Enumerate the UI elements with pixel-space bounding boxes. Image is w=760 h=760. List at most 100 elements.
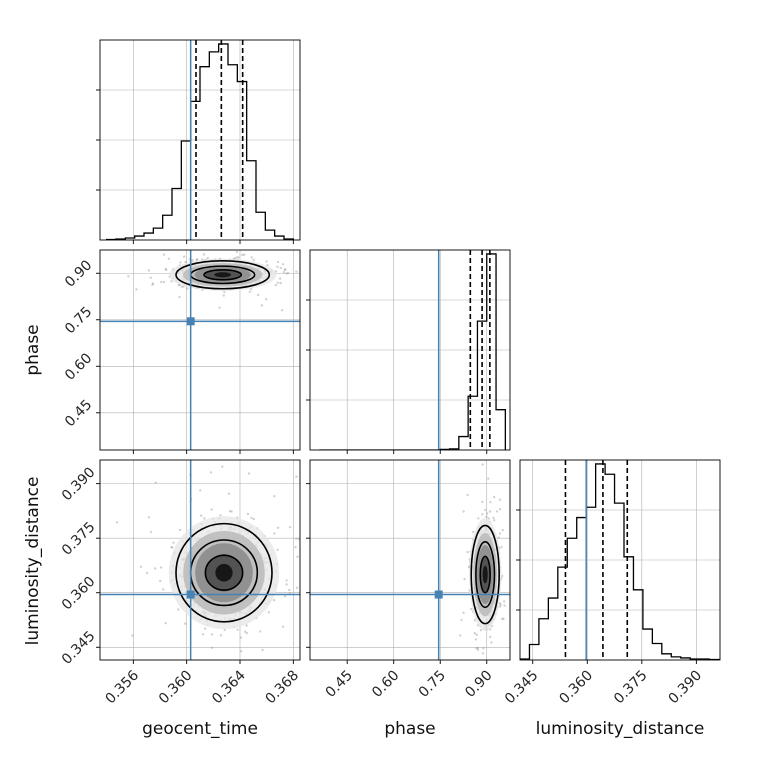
scatter-geocent_time-luminosity_distance-sample-point bbox=[306, 513, 308, 515]
scatter-phase-luminosity_distance-sample-point bbox=[498, 602, 502, 605]
scatter-geocent_time-phase-sample-point bbox=[162, 253, 166, 256]
hist-luminosity_distance-xtick-label: 0.390 bbox=[666, 668, 706, 708]
scatter-geocent_time-luminosity_distance-sample-point bbox=[172, 541, 175, 544]
scatter-phase-luminosity_distance-sample-point bbox=[462, 611, 465, 614]
scatter-geocent_time-phase-sample-point bbox=[285, 272, 288, 275]
scatter-geocent_time-phase-sample-point bbox=[283, 268, 287, 271]
scatter-geocent_time-luminosity_distance-sample-point bbox=[288, 526, 292, 529]
scatter-phase-luminosity_distance-sample-point bbox=[481, 513, 484, 516]
scatter-phase-luminosity_distance-sample-point bbox=[507, 679, 509, 681]
scatter-phase-luminosity_distance-contour-0 bbox=[470, 524, 500, 625]
scatter-phase-luminosity_distance-sample-point bbox=[511, 554, 513, 556]
scatter-geocent_time-luminosity_distance-sample-point bbox=[245, 631, 249, 635]
scatter-geocent_time-luminosity_distance-sample-point bbox=[177, 608, 180, 611]
scatter-phase-luminosity_distance-sample-point bbox=[481, 500, 484, 504]
scatter-geocent_time-phase-sample-point bbox=[235, 250, 239, 254]
scatter-geocent_time-phase-contour-2 bbox=[203, 269, 243, 281]
scatter-geocent_time-phase-sample-point bbox=[241, 253, 244, 257]
scatter-geocent_time-luminosity_distance-sample-point bbox=[159, 579, 162, 583]
scatter-geocent_time-phase-sample-point bbox=[280, 309, 284, 312]
scatter-geocent_time-luminosity_distance-sample-point bbox=[147, 516, 151, 519]
scatter-phase-luminosity_distance-sample-point bbox=[495, 510, 499, 513]
hist-geocent_time-content bbox=[106, 40, 294, 240]
scatter-geocent_time-phase-sample-point bbox=[182, 255, 186, 258]
scatter-geocent_time-luminosity_distance-sample-point bbox=[200, 514, 203, 517]
scatter-geocent_time-phase-sample-point bbox=[282, 271, 286, 274]
scatter-phase-luminosity_distance-sample-point bbox=[497, 536, 500, 539]
scatter-geocent_time-luminosity_distance-sample-point bbox=[223, 628, 226, 632]
scatter-phase-luminosity_distance-sample-point bbox=[498, 605, 502, 608]
hist-phase bbox=[306, 249, 511, 454]
scatter-phase-luminosity_distance: 0.45 0.60 0.75 0.90 bbox=[306, 459, 513, 701]
scatter-geocent_time-phase-sample-point bbox=[162, 280, 166, 284]
scatter-phase-luminosity_distance-sample-point bbox=[489, 635, 492, 639]
scatter-phase-luminosity_distance-sample-point bbox=[486, 512, 489, 515]
scatter-geocent_time-luminosity_distance-sample-point bbox=[285, 583, 288, 586]
scatter-geocent_time-phase-ytick-label: 0.75 bbox=[62, 304, 95, 337]
scatter-phase-luminosity_distance-content bbox=[310, 460, 513, 681]
scatter-geocent_time-phase-sample-point bbox=[281, 263, 285, 266]
scatter-phase-luminosity_distance-sample-point bbox=[489, 501, 492, 504]
scatter-geocent_time-luminosity_distance-xtick-label: 0.368 bbox=[262, 668, 302, 708]
scatter-geocent_time-luminosity_distance-sample-point bbox=[220, 710, 222, 712]
x-title-0: geocent_time bbox=[142, 719, 258, 739]
scatter-geocent_time-luminosity_distance-sample-point bbox=[245, 624, 248, 627]
scatter-geocent_time-luminosity_distance-sample-point bbox=[281, 625, 285, 628]
hist-geocent_time-frame bbox=[99, 39, 301, 241]
scatter-phase-luminosity_distance-sample-point bbox=[463, 578, 466, 581]
scatter-geocent_time-phase-sample-point bbox=[135, 288, 138, 291]
scatter-geocent_time-phase-sample-point bbox=[160, 280, 163, 284]
scatter-geocent_time-luminosity_distance-sample-point bbox=[236, 628, 239, 631]
scatter-phase-luminosity_distance-sample-point bbox=[500, 674, 502, 676]
scatter-geocent_time-luminosity_distance-density-4 bbox=[215, 563, 233, 582]
scatter-geocent_time-phase-sample-point bbox=[260, 304, 264, 307]
hist-luminosity_distance-xtick-label: 0.345 bbox=[502, 668, 542, 708]
scatter-geocent_time-luminosity_distance-sample-point bbox=[297, 537, 300, 541]
scatter-geocent_time-luminosity_distance-sample-point bbox=[285, 579, 288, 582]
scatter-geocent_time-luminosity_distance-sample-point bbox=[288, 588, 291, 592]
scatter-geocent_time-phase-sample-point bbox=[236, 247, 238, 249]
scatter-geocent_time-phase-frame bbox=[99, 249, 301, 451]
scatter-geocent_time-luminosity_distance-sample-point bbox=[211, 646, 214, 649]
scatter-geocent_time-luminosity_distance-ytick-label: 0.360 bbox=[59, 574, 99, 614]
scatter-geocent_time-phase-sample-point bbox=[256, 293, 260, 297]
scatter-geocent_time-phase-sample-point bbox=[179, 261, 182, 264]
scatter-geocent_time-luminosity_distance-xtick-label: 0.360 bbox=[156, 668, 196, 708]
scatter-geocent_time-phase-sample-point bbox=[151, 282, 155, 285]
scatter-geocent_time-luminosity_distance-truth-marker bbox=[186, 590, 195, 599]
scatter-geocent_time-phase-content bbox=[100, 247, 300, 450]
scatter-geocent_time-luminosity_distance-sample-point bbox=[115, 521, 119, 524]
scatter-phase-luminosity_distance-sample-point bbox=[492, 516, 495, 520]
scatter-geocent_time-phase-sample-point bbox=[274, 283, 277, 287]
scatter-phase-luminosity_distance-sample-point bbox=[481, 652, 485, 655]
scatter-geocent_time-phase-truth-marker bbox=[186, 317, 195, 326]
scatter-phase-luminosity_distance-sample-point bbox=[499, 603, 502, 606]
scatter-geocent_time-phase-sample-point bbox=[180, 285, 183, 288]
scatter-geocent_time-phase-sample-point bbox=[276, 281, 279, 284]
scatter-phase-luminosity_distance-sample-point bbox=[493, 495, 496, 499]
scatter-geocent_time-luminosity_distance-sample-point bbox=[159, 566, 163, 569]
hist-phase-bars bbox=[319, 253, 506, 450]
scatter-geocent_time-luminosity_distance-sample-point bbox=[170, 545, 173, 549]
scatter-geocent_time-luminosity_distance-sample-point bbox=[201, 633, 205, 636]
scatter-geocent_time-luminosity_distance-content bbox=[100, 460, 308, 712]
scatter-geocent_time-phase-sample-point bbox=[195, 258, 199, 261]
scatter-phase-luminosity_distance-sample-point bbox=[501, 574, 504, 578]
scatter-phase-luminosity_distance-sample-point bbox=[462, 510, 465, 513]
scatter-phase-luminosity_distance-sample-point bbox=[460, 618, 463, 622]
scatter-geocent_time-phase-sample-point bbox=[250, 256, 253, 259]
scatter-phase-luminosity_distance-sample-point bbox=[487, 477, 490, 480]
scatter-phase-luminosity_distance-sample-point bbox=[493, 519, 496, 522]
scatter-geocent_time-phase-sample-point bbox=[237, 256, 240, 259]
scatter-geocent_time-luminosity_distance-sample-point bbox=[303, 607, 305, 609]
scatter-geocent_time-luminosity_distance-sample-point bbox=[267, 611, 271, 614]
scatter-geocent_time-luminosity_distance-sample-point bbox=[273, 495, 276, 498]
scatter-geocent_time-luminosity_distance-sample-point bbox=[239, 650, 243, 653]
scatter-geocent_time-phase-sample-point bbox=[279, 282, 282, 285]
scatter-geocent_time-luminosity_distance-frame bbox=[99, 459, 301, 661]
scatter-geocent_time-phase-sample-point bbox=[167, 257, 170, 260]
scatter-phase-luminosity_distance-sample-point bbox=[488, 510, 492, 513]
scatter-geocent_time-luminosity_distance-sample-point bbox=[230, 510, 233, 513]
scatter-geocent_time-phase-sample-point bbox=[284, 268, 287, 271]
scatter-geocent_time-luminosity_distance-ytick-label: 0.390 bbox=[59, 465, 99, 505]
